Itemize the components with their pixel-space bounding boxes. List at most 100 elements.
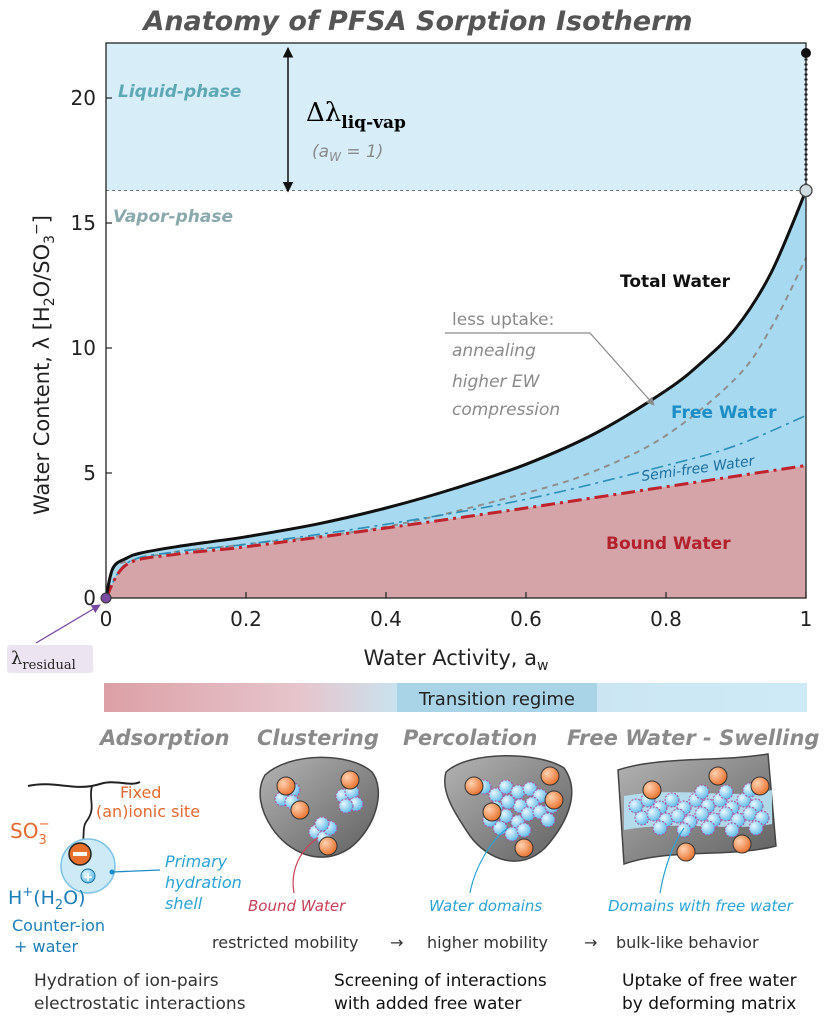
fixed-site-label-1: Fixed	[120, 783, 161, 802]
bound-water-area	[106, 465, 806, 598]
mobility-bulk: bulk-like behavior	[616, 933, 759, 952]
bound-water-label: Bound Water	[606, 534, 731, 554]
annealing-label: annealing	[452, 341, 536, 361]
ionic-site	[642, 780, 662, 800]
ionic-site	[482, 802, 502, 822]
water-domains-caption: Water domains	[429, 897, 542, 915]
ionic-site	[276, 776, 296, 796]
water-molecule	[694, 784, 710, 800]
transition-label: Transition regime	[418, 689, 575, 710]
water-molecule	[510, 784, 526, 800]
water-molecule	[694, 806, 710, 822]
mobility-arrow-2: →	[584, 933, 598, 952]
water-domains-pointer	[469, 827, 509, 894]
bottom-caption-3: Uptake of free water by deforming matrix	[622, 971, 797, 1014]
less-uptake-pointer	[445, 332, 655, 406]
domains-free-water-caption: Domains with free water	[608, 897, 794, 915]
so3-label: SO3−	[10, 817, 50, 848]
water-molecule	[338, 798, 354, 814]
x-tick-label: 0.4	[370, 607, 402, 631]
higher-ew-label: higher EW	[452, 372, 541, 392]
water-molecule	[516, 822, 532, 838]
bound-water-pointer	[292, 837, 319, 894]
water-molecule	[628, 798, 644, 814]
vapor-phase-label: Vapor-phase	[113, 207, 233, 227]
ionic-site	[750, 776, 770, 796]
mobility-restricted: restricted mobility	[212, 933, 359, 952]
ionic-site	[544, 790, 564, 810]
compression-label: compression	[452, 400, 560, 420]
y-tick-label: 5	[83, 461, 96, 485]
mobility-arrow-1: →	[390, 933, 404, 952]
svg-text:+: +	[83, 870, 93, 884]
water-molecule	[718, 784, 734, 800]
axis-ticks	[105, 97, 807, 599]
water-molecule	[724, 822, 740, 838]
water-molecule	[520, 806, 536, 822]
mobility-higher: higher mobility	[427, 933, 548, 952]
bottom-caption-2: Screening of interactions with added free…	[334, 971, 547, 1014]
ionic-site	[290, 800, 310, 820]
primary-shell-label-1: Primary	[165, 852, 228, 871]
vapor-saturation-marker	[799, 183, 813, 198]
less-uptake-curve	[119, 257, 807, 564]
domains-free-water-pointer	[659, 827, 685, 894]
percolation-diagram	[444, 755, 573, 862]
ionic-site	[340, 770, 360, 790]
ionic-site	[318, 836, 338, 856]
fixed-site-label-2: (an)ionic site	[96, 802, 200, 821]
point-markers	[100, 48, 813, 604]
less-uptake-label: less uptake:	[452, 310, 554, 330]
ionic-site	[464, 776, 484, 796]
stage-clustering: Clustering	[257, 726, 379, 750]
adsorption-diagram: +	[27, 781, 161, 894]
water-molecule	[646, 806, 662, 822]
total-water-curve	[104, 189, 808, 599]
y-tick-label: 20	[71, 86, 96, 110]
residual-pointer	[35, 604, 101, 644]
ionic-site	[732, 834, 752, 854]
water-molecule	[540, 812, 556, 828]
stage-adsorption: Adsorption	[100, 726, 230, 750]
plot-frame	[105, 42, 807, 599]
water-molecule	[718, 806, 734, 822]
residual-marker	[100, 592, 112, 604]
bound-water-caption: Bound Water	[248, 897, 346, 915]
x-tick-label: 0.2	[230, 607, 262, 631]
stage-percolation: Percolation	[403, 726, 538, 750]
primary-shell-label-3: shell	[165, 894, 203, 913]
water-molecule	[748, 820, 764, 836]
free-water-label: Free Water	[671, 403, 777, 423]
x-tick-label: 0	[100, 607, 113, 631]
x-tick-label: 1	[800, 607, 813, 631]
bottom-caption-1: Hydration of ion-pairs electrostatic inte…	[34, 971, 246, 1014]
water-molecule	[700, 820, 716, 836]
y-axis-label: Water Content, λ [H2O/SO3−]	[29, 215, 58, 515]
chart-title: Anatomy of PFSA Sorption Isotherm	[143, 6, 693, 37]
stage-free-water-swelling: Free Water - Swelling	[567, 726, 820, 750]
semi-free-water-curve	[105, 414, 807, 599]
total-water-label: Total Water	[620, 272, 731, 292]
hplus-label: H+(H2O)	[8, 885, 86, 913]
primary-shell-label-2: hydration	[165, 873, 242, 892]
x-tick-label: 0.8	[650, 607, 682, 631]
water-molecule	[500, 794, 516, 810]
counter-ion-label-2: + water	[14, 937, 79, 956]
y-tick-label: 15	[71, 211, 96, 235]
ionic-site	[708, 766, 728, 786]
transition-regime-box	[397, 683, 597, 712]
delta-condition: (aW = 1)	[312, 142, 383, 164]
residual-label-box	[7, 645, 93, 673]
bound-water-curve	[104, 464, 807, 599]
ionic-site	[540, 766, 560, 786]
swelling-diagram	[617, 753, 777, 866]
residual-label: λresidual	[11, 648, 76, 673]
water-molecule	[742, 806, 758, 822]
delta-label: Δλliq-vap	[306, 98, 406, 133]
water-molecule	[498, 779, 514, 795]
water-molecule	[664, 792, 680, 808]
x-tick-label: 0.6	[510, 607, 542, 631]
liquid-phase-region	[106, 43, 806, 191]
water-molecule	[670, 808, 686, 824]
